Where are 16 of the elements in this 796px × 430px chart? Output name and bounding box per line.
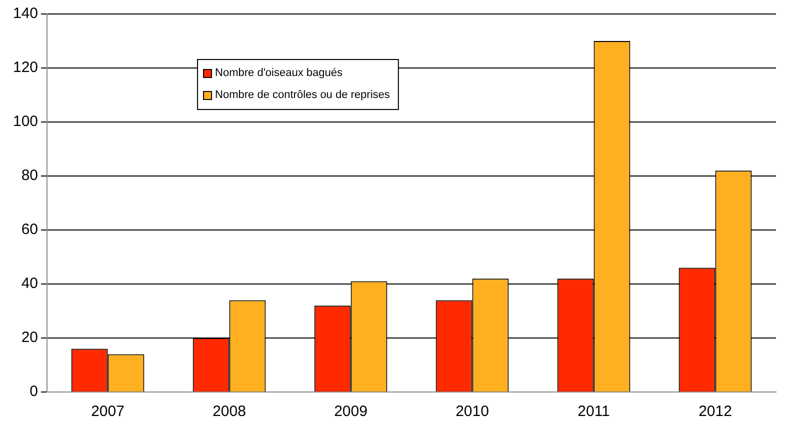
y-tick-label: 40	[21, 275, 38, 292]
x-tick-label: 2008	[212, 403, 246, 420]
legend-label: Nombre de contrôles ou de reprises	[215, 89, 390, 102]
x-tick-label: 2012	[698, 403, 732, 420]
y-tick-label: 60	[21, 221, 38, 238]
x-tick-label: 2009	[334, 403, 368, 420]
y-tick-label: 140	[12, 5, 38, 22]
x-tick-label: 2007	[91, 403, 124, 420]
y-tick-label: 80	[21, 167, 38, 184]
y-tick-label: 0	[30, 383, 38, 400]
y-tick-label: 100	[12, 113, 38, 130]
x-tick-label: 2010	[456, 403, 489, 420]
x-tick-label: 2011	[578, 403, 610, 420]
legend-label: Nombre d'oiseaux bagués	[215, 67, 343, 80]
y-tick-label: 20	[21, 329, 38, 346]
y-tick-label: 120	[12, 59, 38, 76]
